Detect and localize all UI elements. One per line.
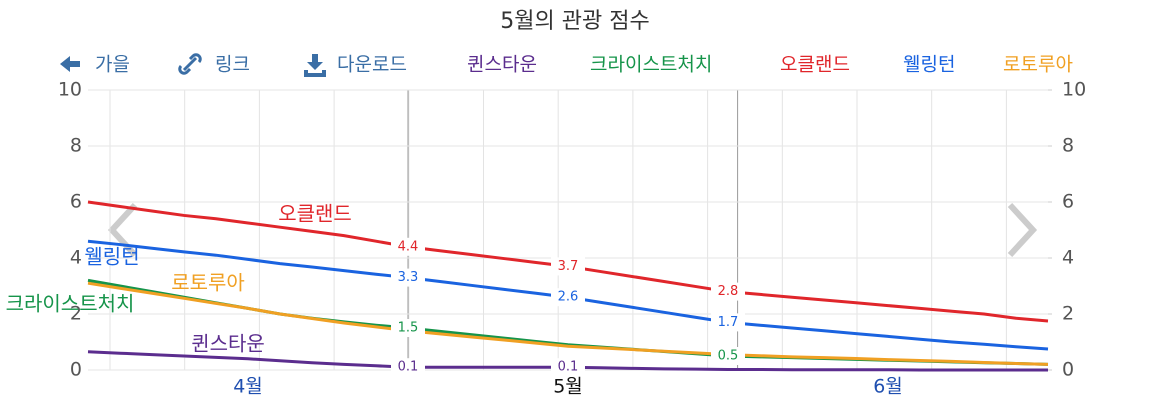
data-label-bg (391, 358, 425, 377)
data-label: 3.7 (558, 259, 579, 274)
y2-tick-label: 10 (1062, 79, 1086, 101)
y-tick-label: 6 (70, 191, 82, 213)
y2-tick-label: 6 (1062, 191, 1074, 213)
toolbar-button[interactable]: 다운로드 (337, 54, 407, 76)
y-tick-label: 4 (70, 247, 82, 269)
series-name-label: 오클랜드 (278, 202, 352, 226)
data-label: 0.1 (398, 360, 419, 375)
data-label: 2.6 (558, 290, 579, 305)
x-tick-label: 6월 (873, 376, 903, 398)
data-label-bg (551, 358, 585, 377)
y2-tick-label: 0 (1062, 359, 1074, 381)
legend-entry[interactable]: 크라이스트처치 (590, 54, 712, 76)
series-line (87, 281, 1049, 366)
y-tick-label: 0 (70, 359, 82, 381)
y-tick-label: 8 (70, 135, 82, 157)
data-label-bg (551, 257, 585, 276)
download-icon[interactable] (304, 54, 326, 77)
y2-tick-label: 4 (1062, 247, 1074, 269)
chart-title: 5월의 관광 점수 (500, 9, 649, 34)
toolbar-button[interactable]: 링크 (215, 54, 250, 76)
data-label-bg (711, 347, 745, 365)
y2-tick-label: 8 (1062, 135, 1074, 157)
series-name-label: 웰링턴 (84, 245, 139, 269)
x-tick-label: 5월 (553, 376, 583, 398)
data-label-bg (391, 237, 425, 256)
legend-entry[interactable]: 퀸스타운 (467, 54, 537, 76)
data-label-bg (551, 288, 585, 307)
data-label: 1.5 (398, 321, 419, 336)
data-label: 2.8 (718, 284, 739, 299)
toolbar-button[interactable]: 가을 (95, 54, 130, 76)
legend-entry[interactable]: 오클랜드 (780, 54, 850, 76)
back-icon[interactable] (60, 56, 80, 72)
data-label-bg (391, 268, 425, 287)
data-label-bg (391, 319, 425, 337)
data-label-bg (711, 313, 745, 332)
legend-entry[interactable]: 로토루아 (1003, 54, 1073, 76)
data-label: 4.4 (398, 239, 419, 254)
y-tick-label: 10 (58, 79, 82, 101)
data-label: 1.7 (718, 315, 739, 330)
legend-entry[interactable]: 웰링턴 (903, 54, 955, 76)
x-tick-label: 4월 (233, 376, 263, 398)
data-label: 3.3 (398, 270, 419, 285)
y-tick-label: 2 (70, 303, 82, 325)
series-name-label: 크라이스트처치 (6, 292, 135, 316)
y2-tick-label: 2 (1062, 303, 1074, 325)
next-arrow[interactable] (1007, 202, 1038, 258)
series-name-label: 로토루아 (171, 271, 245, 295)
series-name-label: 퀸스타운 (191, 332, 265, 356)
toolbar: 가을 링크 다운로드 (60, 53, 407, 77)
link-icon[interactable] (178, 53, 202, 75)
data-label: 0.5 (718, 349, 739, 364)
data-label-bg (711, 282, 745, 301)
data-label: 0.1 (558, 360, 579, 375)
